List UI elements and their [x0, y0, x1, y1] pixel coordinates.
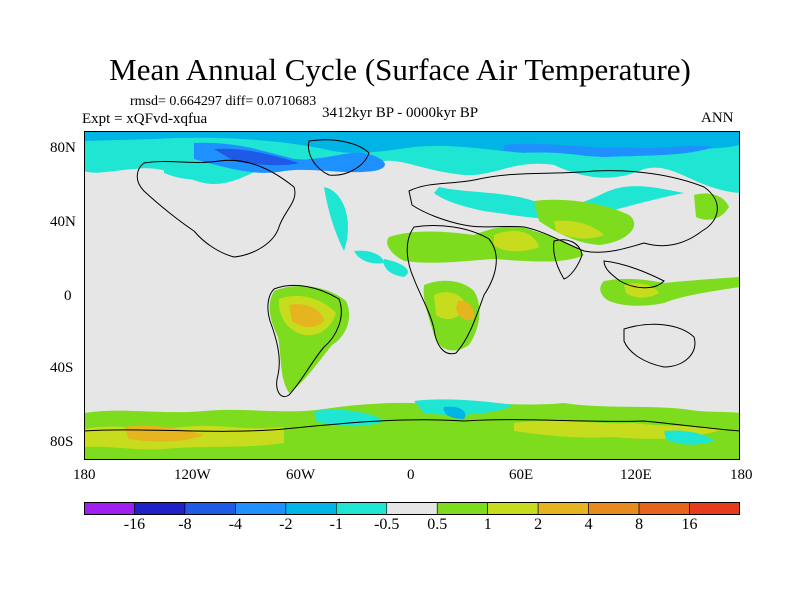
- colorbar-cell: [689, 502, 740, 515]
- colorbar-cell: [436, 502, 488, 515]
- coast-africa: [406, 225, 497, 355]
- colorbar-label: -1: [329, 516, 343, 533]
- lat-label-40s: 40S: [50, 360, 74, 376]
- colorbar-label: -2: [279, 516, 293, 533]
- colorbar-label: -8: [178, 516, 192, 533]
- lon-label-60e: 60E: [509, 467, 534, 483]
- coast-north-america: [136, 159, 296, 258]
- colorbar-cell: [134, 502, 186, 515]
- lon-label-0: 0: [407, 467, 415, 483]
- temperature-map: [84, 131, 740, 460]
- colorbar-label: -4: [228, 516, 243, 533]
- colorbar-cell: [235, 502, 287, 515]
- coast-greenland: [307, 139, 370, 176]
- arctic-anomaly-region: [84, 131, 740, 251]
- period-label: 3412kyr BP - 0000kyr BP: [322, 105, 479, 121]
- lon-label-120e: 120E: [620, 467, 652, 483]
- colorbar: [84, 502, 740, 515]
- colorbar-label: 16: [681, 516, 698, 533]
- lat-label-0: 0: [64, 288, 72, 304]
- coast-antarctica: [84, 419, 740, 432]
- colorbar-label: 4: [584, 516, 593, 533]
- colorbar-cell: [336, 502, 388, 515]
- coast-australia: [623, 323, 696, 368]
- colorbar-label: 1: [483, 516, 492, 533]
- colorbar-label: 8: [635, 516, 644, 533]
- stats-label: rmsd= 0.664297 diff= 0.0710683: [130, 94, 317, 109]
- colorbar-cell: [537, 502, 589, 515]
- season-label: ANN: [701, 110, 734, 126]
- coast-southeast-asia: [603, 260, 665, 289]
- coastlines: [84, 139, 740, 432]
- colorbar-cell: [487, 502, 539, 515]
- colorbar-label: 2: [534, 516, 543, 533]
- colorbar-cell: [184, 502, 236, 515]
- coast-south-america: [267, 284, 342, 397]
- coast-europe-asia: [408, 170, 718, 253]
- colorbar-cell: [588, 502, 640, 515]
- lat-label-80s: 80S: [50, 434, 74, 450]
- colorbar-frame: [84, 502, 740, 515]
- lon-label-120w: 120W: [174, 467, 211, 483]
- experiment-label: Expt = xQFvd-xqfua: [82, 111, 208, 127]
- lon-label-180e: 180: [730, 467, 753, 483]
- lat-label-80n: 80N: [50, 140, 76, 156]
- antarctic-anomaly-region: [84, 399, 740, 460]
- lon-label-60w: 60W: [286, 467, 316, 483]
- tropical-anomaly-region: [269, 193, 740, 393]
- lon-label-180w: 180: [73, 467, 96, 483]
- colorbar-cell: [638, 502, 690, 515]
- colorbar-label: -0.5: [374, 516, 400, 533]
- colorbar-cell: [285, 502, 337, 515]
- colorbar-label: 0.5: [427, 516, 448, 533]
- colorbar-label: -16: [123, 516, 146, 533]
- lat-label-40n: 40N: [50, 214, 76, 230]
- map-frame: [84, 131, 740, 460]
- colorbar-cell: [386, 502, 438, 515]
- map-title: Mean Annual Cycle (Surface Air Temperatu…: [109, 52, 691, 87]
- coast-india: [553, 239, 583, 280]
- colorbar-cell: [84, 502, 135, 515]
